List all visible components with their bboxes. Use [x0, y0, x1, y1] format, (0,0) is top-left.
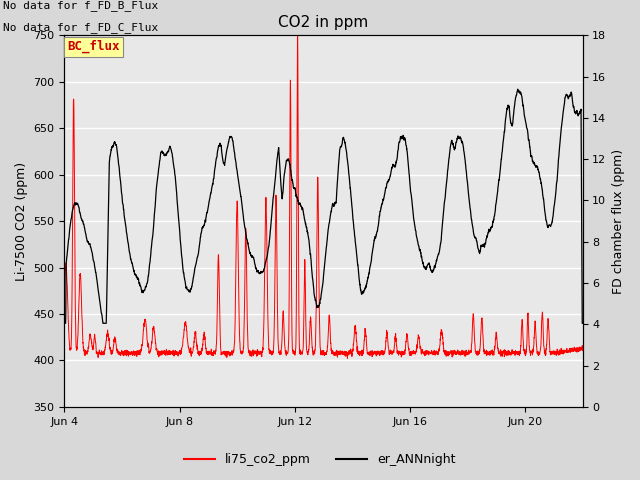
Text: BC_flux: BC_flux	[68, 40, 120, 53]
Text: No data for f_FD_B_Flux: No data for f_FD_B_Flux	[3, 0, 159, 12]
Text: No data for f_FD_C_Flux: No data for f_FD_C_Flux	[3, 22, 159, 33]
Y-axis label: FD chamber flux (ppm): FD chamber flux (ppm)	[612, 148, 625, 294]
Y-axis label: Li-7500 CO2 (ppm): Li-7500 CO2 (ppm)	[15, 162, 28, 281]
Legend: li75_co2_ppm, er_ANNnight: li75_co2_ppm, er_ANNnight	[179, 448, 461, 471]
Title: CO2 in ppm: CO2 in ppm	[278, 15, 369, 30]
